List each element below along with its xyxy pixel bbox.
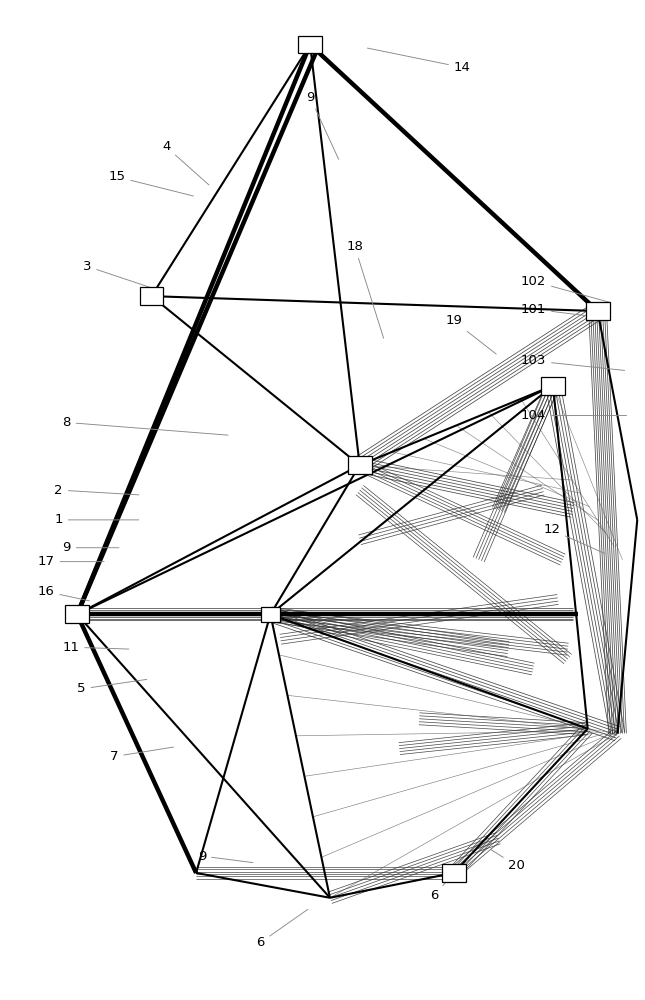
Text: 17: 17 xyxy=(37,555,104,568)
Text: 1: 1 xyxy=(54,513,139,526)
Text: 9: 9 xyxy=(197,850,253,863)
Text: 6: 6 xyxy=(256,909,308,949)
Text: 18: 18 xyxy=(346,240,384,338)
Text: 19: 19 xyxy=(446,314,496,354)
Text: 9: 9 xyxy=(306,91,339,159)
Text: 7: 7 xyxy=(110,747,174,763)
Text: 4: 4 xyxy=(162,140,209,185)
Bar xyxy=(65,605,89,623)
Text: 101: 101 xyxy=(521,303,610,319)
Text: 16: 16 xyxy=(37,585,89,601)
Text: 14: 14 xyxy=(368,48,471,74)
Text: 12: 12 xyxy=(543,523,605,554)
Bar xyxy=(139,287,163,305)
Bar xyxy=(586,302,610,320)
Text: 103: 103 xyxy=(521,354,624,370)
Bar xyxy=(298,36,322,53)
Text: 20: 20 xyxy=(491,850,525,872)
Text: 102: 102 xyxy=(521,275,610,302)
Text: 6: 6 xyxy=(430,875,452,902)
Text: 5: 5 xyxy=(77,679,147,695)
Text: 9: 9 xyxy=(63,541,119,554)
Text: 11: 11 xyxy=(63,641,129,654)
Text: 15: 15 xyxy=(108,170,194,196)
Bar xyxy=(348,456,372,474)
Text: 3: 3 xyxy=(83,260,159,290)
Text: 8: 8 xyxy=(63,416,228,435)
Text: 104: 104 xyxy=(521,409,626,422)
Bar xyxy=(541,377,565,395)
Bar xyxy=(442,864,466,882)
Text: 2: 2 xyxy=(54,484,139,497)
Bar xyxy=(261,607,281,622)
